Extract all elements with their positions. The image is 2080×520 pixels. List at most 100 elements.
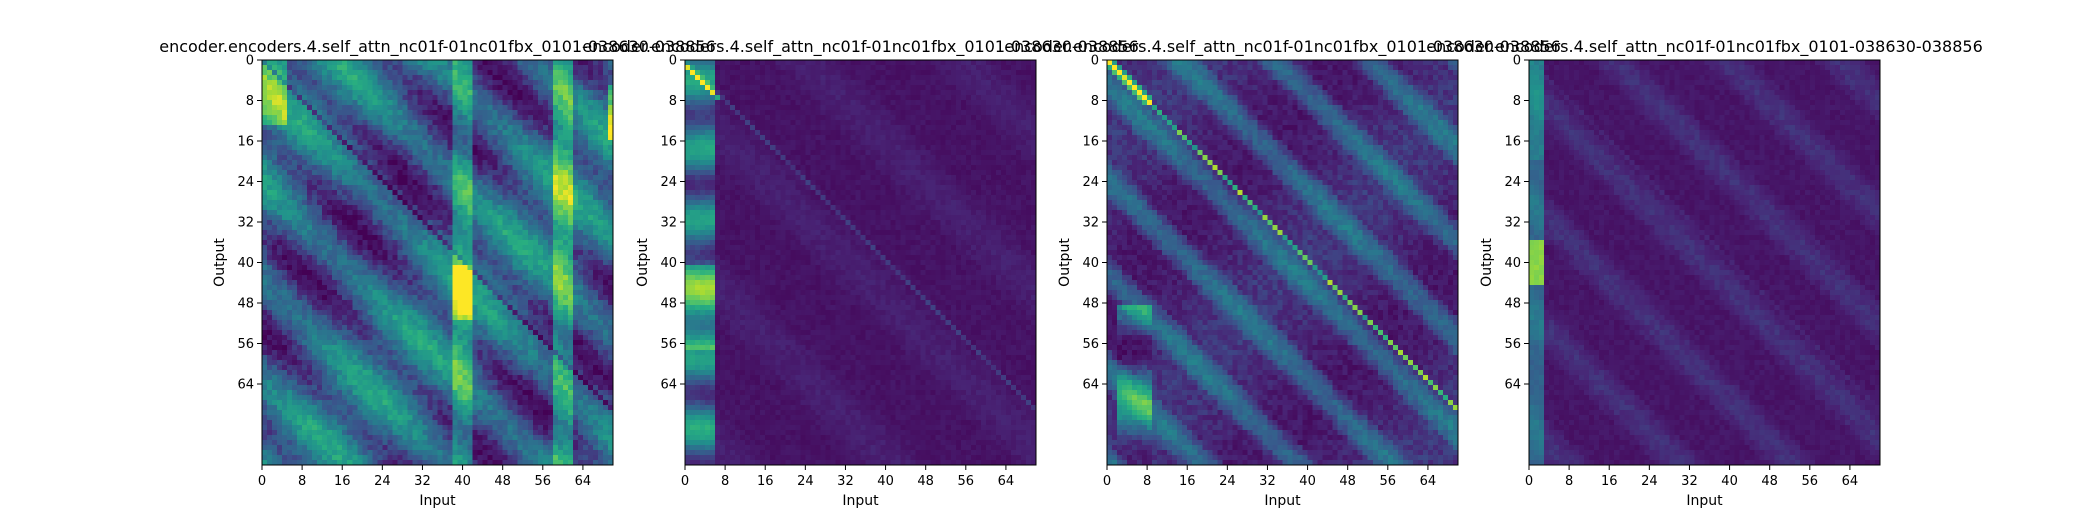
heatmap-cell [468,390,474,396]
heatmap-cell [412,125,418,131]
heatmap-cell [332,120,338,126]
heatmap-cell [297,310,303,316]
heatmap-cell [533,330,539,336]
heatmap-cell [352,285,358,291]
heatmap-cell [282,275,288,281]
heatmap-cell [432,230,438,236]
heatmap-cell [513,240,519,246]
heatmap-cell [593,235,599,241]
heatmap-cell [578,260,584,266]
heatmap-cell [377,145,383,151]
heatmap-cell [468,265,474,271]
heatmap-cell [337,210,343,216]
heatmap-cell [432,315,438,321]
heatmap-cell [337,170,343,176]
heatmap-cell [483,215,489,221]
heatmap-cell [533,345,539,351]
heatmap-cell [412,170,418,176]
heatmap-cell [503,250,509,256]
heatmap-cell [493,380,499,386]
heatmap-cell [347,360,353,366]
heatmap-cell [558,70,564,76]
heatmap-cell [382,380,388,386]
heatmap-cell [357,315,363,321]
heatmap-cell [493,390,499,396]
heatmap-cell [558,150,564,156]
heatmap-cell [533,125,539,131]
heatmap-cell [287,70,293,76]
heatmap-cell [543,355,549,361]
heatmap-cell [508,95,514,101]
heatmap-cell [302,290,308,296]
heatmap-cell [322,275,328,281]
heatmap-cell [312,345,318,351]
heatmap-cell [438,285,444,291]
heatmap-cell [508,250,514,256]
heatmap-cell [553,310,559,316]
heatmap-cell [377,210,383,216]
heatmap-cell [272,175,278,181]
heatmap-cell [578,205,584,211]
heatmap-cell [317,340,323,346]
heatmap-cell [603,235,609,241]
heatmap-cell [483,400,489,406]
heatmap-cell [297,205,303,211]
heatmap-cell [412,135,418,141]
heatmap-cell [357,230,363,236]
heatmap-cell [473,135,479,141]
heatmap-cell [453,155,459,161]
heatmap-cell [412,75,418,81]
heatmap-cell [453,100,459,106]
heatmap-cell [307,350,313,356]
heatmap-cell [458,390,464,396]
heatmap-cell [523,225,529,231]
heatmap-cell [598,215,604,221]
heatmap-cell [548,360,554,366]
heatmap-cell [287,350,293,356]
heatmap-cell [287,305,293,311]
heatmap-cell [392,380,398,386]
heatmap-cell [583,195,589,201]
heatmap-cell [292,375,298,381]
heatmap-cell [568,350,574,356]
heatmap-cell [347,70,353,76]
heatmap-cell [397,150,403,156]
heatmap-cell [443,85,449,91]
heatmap-cell [538,85,544,91]
heatmap-cell [392,65,398,71]
heatmap-cell [282,250,288,256]
heatmap-cell [438,120,444,126]
heatmap-cell [332,215,338,221]
heatmap-cell [593,410,599,416]
heatmap-cell [317,170,323,176]
heatmap-cell [427,375,433,381]
heatmap-cell [352,190,358,196]
heatmap-cell [387,175,393,181]
heatmap-cell [337,190,343,196]
heatmap-cell [372,95,378,101]
heatmap-cell [372,370,378,376]
heatmap-cell [453,400,459,406]
heatmap-cell [478,260,484,266]
heatmap-cell [473,185,479,191]
heatmap-cell [468,270,474,276]
heatmap-cell [382,395,388,401]
heatmap-cell [362,205,368,211]
heatmap-cell [422,145,428,151]
heatmap-cell [342,350,348,356]
heatmap-cell [533,150,539,156]
heatmap-cell [543,225,549,231]
heatmap-cell [488,65,494,71]
heatmap-cell [563,70,569,76]
heatmap-cell [463,140,469,146]
heatmap-cell [463,280,469,286]
heatmap-cell [588,345,594,351]
heatmap-cell [548,345,554,351]
heatmap-cell [422,180,428,186]
heatmap-cell [362,105,368,111]
heatmap-cell [352,70,358,76]
heatmap-cell [568,250,574,256]
heatmap-cell [342,320,348,326]
heatmap-cell [578,360,584,366]
heatmap-cell [478,285,484,291]
